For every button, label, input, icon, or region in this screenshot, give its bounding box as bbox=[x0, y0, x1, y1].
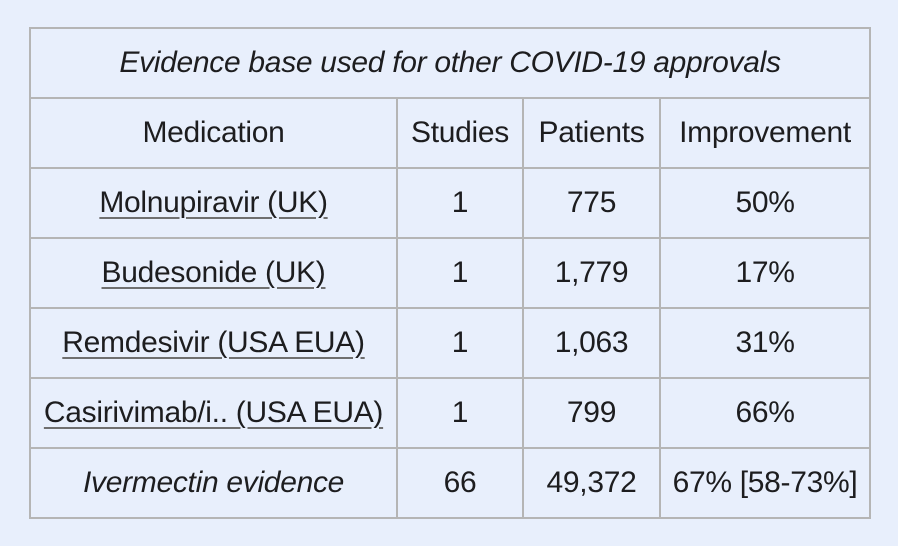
table-title: Evidence base used for other COVID-19 ap… bbox=[28, 27, 872, 99]
improvement-cell: 31% bbox=[658, 307, 872, 379]
medication-cell: Remdesivir (USA EUA) bbox=[29, 307, 398, 379]
improvement-cell: 17% bbox=[658, 237, 872, 309]
col-header-studies: Studies bbox=[396, 97, 524, 169]
summary-label: Ivermectin evidence bbox=[29, 447, 398, 519]
medication-link-molnupiravir[interactable]: Molnupiravir (UK) bbox=[99, 186, 328, 219]
header-row: Medication Studies Patients Improvement bbox=[29, 97, 872, 169]
medication-cell: Molnupiravir (UK) bbox=[29, 167, 398, 239]
table-row: Budesonide (UK) 1 1,779 17% bbox=[29, 237, 872, 309]
medication-link-budesonide[interactable]: Budesonide (UK) bbox=[101, 256, 326, 289]
table-row: Remdesivir (USA EUA) 1 1,063 31% bbox=[29, 307, 872, 379]
patients-cell: 1,063 bbox=[522, 307, 661, 379]
col-header-improvement: Improvement bbox=[658, 97, 872, 169]
studies-cell: 1 bbox=[396, 307, 524, 379]
summary-improvement-cell: 67% [58-73%] bbox=[658, 447, 872, 519]
evidence-table: Evidence base used for other COVID-19 ap… bbox=[28, 27, 872, 519]
improvement-cell: 50% bbox=[658, 167, 872, 239]
medication-link-casirivimab[interactable]: Casirivimab/i.. (USA EUA) bbox=[43, 396, 384, 429]
medication-link-remdesivir[interactable]: Remdesivir (USA EUA) bbox=[62, 326, 365, 359]
medication-cell: Budesonide (UK) bbox=[29, 237, 398, 309]
medication-cell: Casirivimab/i.. (USA EUA) bbox=[29, 377, 398, 449]
studies-cell: 1 bbox=[396, 237, 524, 309]
patients-cell: 775 bbox=[522, 167, 661, 239]
table-row: Molnupiravir (UK) 1 775 50% bbox=[29, 167, 872, 239]
patients-cell: 1,779 bbox=[522, 237, 661, 309]
col-header-patients: Patients bbox=[522, 97, 661, 169]
title-row: Evidence base used for other COVID-19 ap… bbox=[28, 27, 872, 99]
summary-row: Ivermectin evidence 66 49,372 67% [58-73… bbox=[29, 447, 872, 519]
patients-cell: 799 bbox=[522, 377, 661, 449]
studies-cell: 1 bbox=[396, 377, 524, 449]
table-row: Casirivimab/i.. (USA EUA) 1 799 66% bbox=[29, 377, 872, 449]
improvement-cell: 66% bbox=[658, 377, 872, 449]
studies-cell: 1 bbox=[396, 167, 524, 239]
summary-patients-cell: 49,372 bbox=[522, 447, 661, 519]
col-header-medication: Medication bbox=[29, 97, 398, 169]
summary-studies-cell: 66 bbox=[396, 447, 524, 519]
